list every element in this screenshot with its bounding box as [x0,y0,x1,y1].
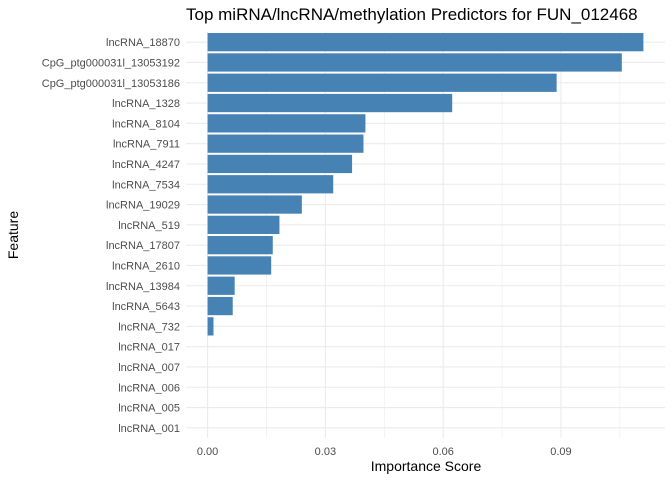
y-tick-label: lncRNA_7534 [112,179,180,191]
y-tick-label: CpG_ptg000031l_13053192 [42,57,180,69]
bar [207,33,644,52]
bar [207,317,214,336]
y-tick-label: lncRNA_519 [118,220,180,232]
y-tick-label: lncRNA_2610 [112,260,180,272]
bar [207,53,622,72]
y-tick-label: lncRNA_17807 [106,240,180,252]
bar [207,114,366,133]
bar [207,154,353,174]
y-tick-label: lncRNA_5643 [112,301,180,313]
y-axis-title: Feature [5,211,21,259]
x-tick-label: 0.09 [550,446,571,458]
y-tick-label: lncRNA_18870 [106,37,180,49]
bar [207,93,453,113]
x-axis-title: Importance Score [371,458,482,474]
bar [207,276,235,295]
y-tick-label: lncRNA_8104 [112,118,180,130]
y-tick-label: lncRNA_1328 [112,98,180,110]
y-tick-label: lncRNA_19029 [106,200,180,212]
grid-lines [186,32,665,438]
y-tick-label: lncRNA_006 [118,382,180,394]
bars [207,33,644,336]
chart-title: Top miRNA/lncRNA/methylation Predictors … [186,5,638,24]
y-tick-label: CpG_ptg000031l_13053186 [42,78,180,90]
y-tick-label: lncRNA_4247 [112,159,180,171]
y-tick-label: lncRNA_017 [118,342,180,354]
bar [207,73,557,92]
x-tick-label: 0.06 [432,446,453,458]
y-tick-label: lncRNA_001 [118,423,180,435]
x-tick-label: 0.00 [197,446,218,458]
y-tick-label: lncRNA_7911 [113,139,180,151]
y-tick-label: lncRNA_13984 [106,281,180,293]
bar [207,134,364,153]
bar [207,236,273,255]
bar [207,256,272,275]
y-tick-label: lncRNA_732 [118,321,180,333]
x-tick-labels: 0.00 0.03 0.06 0.09 [197,446,572,458]
bar [207,175,334,194]
bar [207,195,302,214]
x-tick-label: 0.03 [315,446,336,458]
y-tick-label: lncRNA_007 [118,362,180,374]
y-tick-label: lncRNA_005 [118,403,180,415]
bar [207,215,280,234]
bar [207,296,233,316]
y-tick-labels: lncRNA_18870 CpG_ptg000031l_13053192 CpG_p… [42,37,180,435]
